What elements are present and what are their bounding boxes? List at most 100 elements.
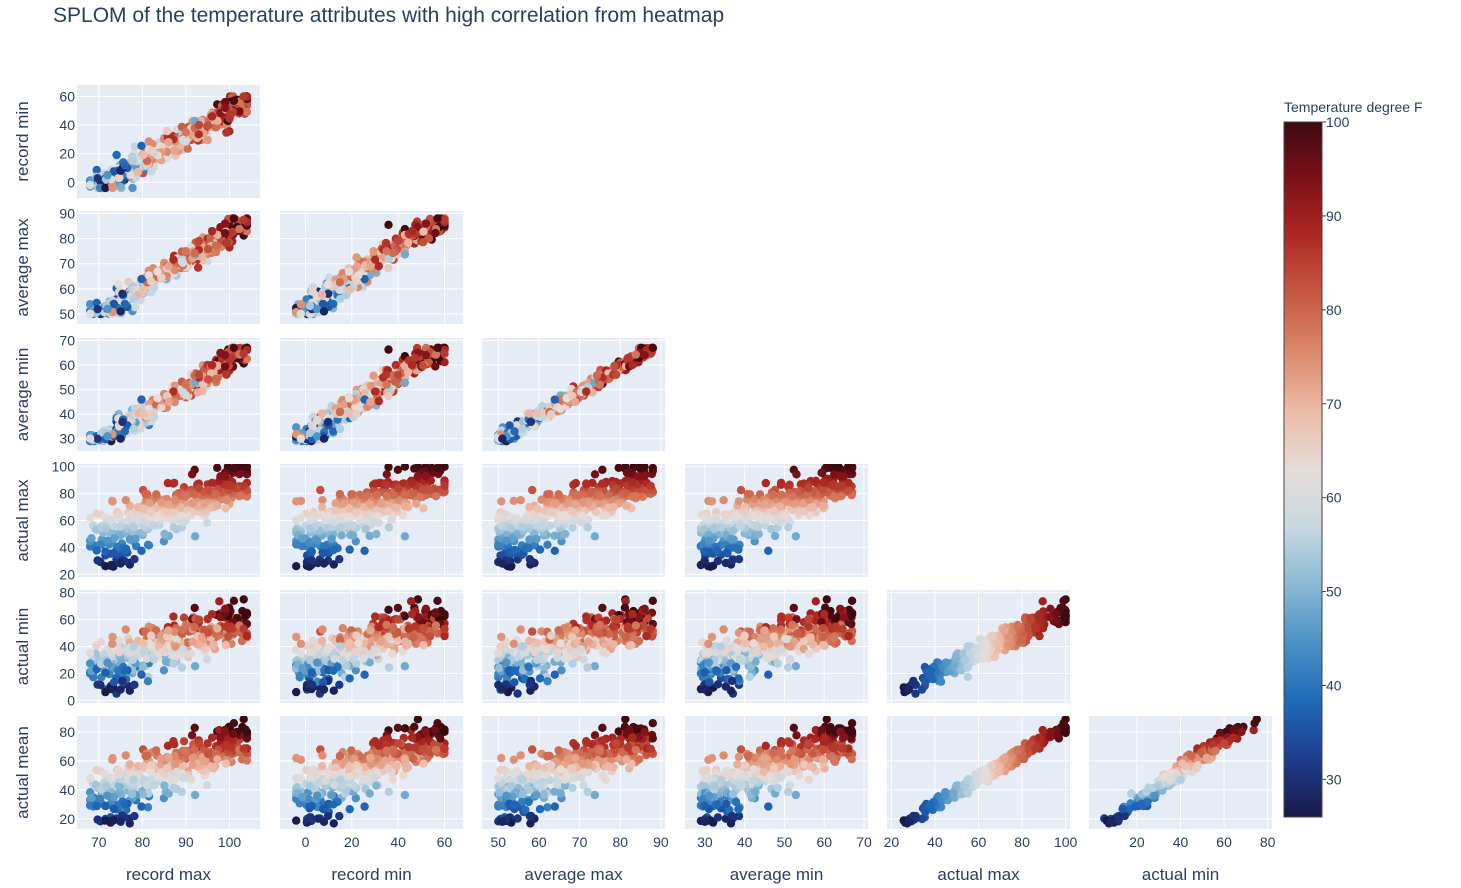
data-point <box>382 470 391 479</box>
data-point <box>319 434 329 443</box>
data-point <box>330 654 339 663</box>
data-point <box>740 515 749 524</box>
data-point <box>363 491 372 500</box>
data-point <box>312 536 322 545</box>
data-point <box>836 471 845 481</box>
data-point <box>220 228 230 238</box>
data-point <box>170 265 179 275</box>
subplot-record-max-vs-average-min <box>77 338 260 451</box>
data-point <box>171 642 180 651</box>
data-point <box>640 471 649 481</box>
data-point <box>625 468 634 477</box>
data-point <box>400 378 410 387</box>
data-point <box>634 612 643 622</box>
data-point <box>318 678 328 687</box>
data-point <box>308 422 317 431</box>
data-point <box>129 294 138 304</box>
data-point <box>204 486 213 495</box>
data-point <box>187 470 197 479</box>
data-point <box>537 495 546 504</box>
data-point <box>410 353 420 363</box>
data-point <box>354 639 363 648</box>
data-point <box>220 604 230 613</box>
data-point <box>384 464 393 472</box>
data-point <box>556 512 565 521</box>
data-point <box>366 397 375 407</box>
data-point <box>178 387 188 396</box>
data-point <box>507 524 516 533</box>
data-point <box>623 353 632 363</box>
subplot-average-max-vs-actual-min <box>482 590 665 703</box>
data-point <box>118 417 127 427</box>
data-point <box>393 484 403 493</box>
data-point <box>699 525 708 534</box>
data-point <box>349 498 358 507</box>
data-point <box>142 156 152 166</box>
data-point <box>365 531 374 541</box>
data-point <box>412 499 421 508</box>
data-point <box>222 238 231 248</box>
data-point <box>818 485 828 494</box>
data-point <box>384 632 393 641</box>
data-point <box>595 498 604 507</box>
data-point <box>388 490 398 499</box>
data-point <box>93 174 102 183</box>
data-point <box>366 626 375 635</box>
data-point <box>146 508 156 517</box>
data-point <box>400 464 410 471</box>
data-point <box>631 492 640 501</box>
data-point <box>336 424 345 434</box>
data-point <box>120 299 130 309</box>
data-point <box>727 556 737 565</box>
data-point <box>188 498 197 507</box>
data-point <box>831 481 840 490</box>
data-point <box>704 536 714 545</box>
data-point <box>610 361 619 370</box>
data-point <box>93 434 102 443</box>
data-point <box>116 559 125 568</box>
data-point <box>129 156 138 165</box>
data-point <box>366 500 375 509</box>
data-point <box>296 649 305 658</box>
data-point <box>143 540 153 549</box>
data-point <box>220 471 230 481</box>
data-point <box>116 685 125 694</box>
data-point <box>392 503 401 512</box>
data-point <box>85 513 95 522</box>
data-point <box>101 183 110 193</box>
data-point <box>770 531 780 541</box>
data-point <box>345 639 354 648</box>
data-point <box>761 521 770 530</box>
data-point <box>505 421 514 430</box>
data-point <box>157 403 166 412</box>
data-point <box>292 423 301 432</box>
data-point <box>329 666 338 675</box>
data-point <box>568 659 577 668</box>
data-point <box>760 500 769 509</box>
data-point <box>102 524 111 533</box>
data-point <box>525 535 534 544</box>
data-point <box>101 687 110 697</box>
data-point <box>120 666 130 675</box>
data-point <box>312 432 322 441</box>
data-point <box>568 523 577 532</box>
data-point <box>164 262 173 271</box>
data-point <box>735 521 744 530</box>
data-point <box>382 492 391 501</box>
data-point <box>335 515 344 524</box>
data-point <box>347 490 356 499</box>
data-point <box>153 267 162 276</box>
data-point <box>513 689 522 698</box>
data-point <box>516 496 525 505</box>
data-point <box>109 678 119 687</box>
data-point <box>400 501 410 510</box>
data-point <box>222 128 231 137</box>
data-point <box>351 666 360 675</box>
data-point <box>194 484 204 493</box>
data-point <box>204 628 213 637</box>
data-point <box>317 503 327 512</box>
data-point <box>431 609 440 618</box>
data-point <box>179 613 189 622</box>
data-point <box>349 655 358 664</box>
data-point <box>721 558 730 568</box>
